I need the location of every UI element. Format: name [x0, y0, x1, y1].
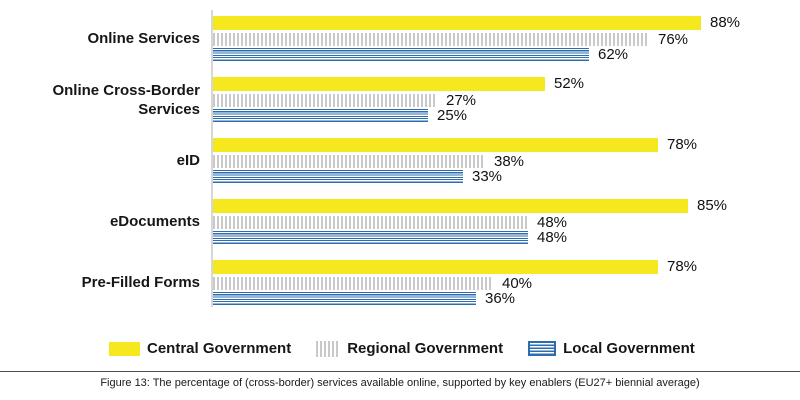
category-label-eid: eID — [176, 152, 200, 169]
legend-swatch-regional-government — [316, 340, 341, 357]
value-label-central-government-pre-filled-forms: 78% — [667, 258, 698, 275]
bar-local-government-edocuments — [213, 231, 528, 244]
legend-item-regional-government: Regional Government — [316, 340, 503, 357]
y-axis-line — [211, 10, 213, 307]
value-label-central-government-online-cross-border-services: 52% — [554, 75, 585, 92]
bar-regional-government-online-cross-border-services — [213, 94, 437, 107]
legend-label-local-government: Local Government — [563, 340, 695, 357]
category-label-online-services: Online Services — [87, 30, 200, 47]
value-label-local-government-eid: 33% — [472, 168, 503, 185]
category-label-edocuments: eDocuments — [109, 213, 200, 230]
bar-central-government-online-services — [213, 16, 701, 30]
bar-regional-government-pre-filled-forms — [213, 277, 493, 290]
bar-local-government-eid — [213, 170, 463, 183]
legend: Central Government Regional Government Loc… — [109, 340, 695, 357]
legend-item-central-government: Central Government — [109, 340, 291, 357]
value-label-central-government-online-services: 88% — [710, 14, 741, 31]
legend-swatch-central-government — [109, 341, 140, 356]
value-label-local-government-online-cross-border-services: 25% — [437, 107, 468, 124]
legend-label-regional-government: Regional Government — [347, 340, 504, 357]
figure-caption: Figure 13: The percentage of (cross-bord… — [100, 377, 700, 389]
bar-central-government-eid — [213, 138, 658, 152]
bar-local-government-online-cross-border-services — [213, 109, 428, 122]
bar-local-government-online-services — [213, 48, 589, 61]
bar-central-government-edocuments — [213, 199, 688, 213]
bar-local-government-pre-filled-forms — [213, 292, 476, 305]
value-label-regional-government-online-cross-border-services: 27% — [446, 92, 477, 109]
bar-regional-government-edocuments — [213, 216, 528, 229]
value-label-central-government-eid: 78% — [667, 136, 698, 153]
bar-regional-government-online-services — [213, 33, 649, 46]
value-label-regional-government-online-services: 76% — [658, 31, 689, 48]
category-label-online-cross-border-services: Online Cross-Border Services — [52, 81, 200, 118]
value-label-local-government-edocuments: 48% — [537, 229, 568, 246]
value-label-local-government-pre-filled-forms: 36% — [485, 290, 516, 307]
bar-regional-government-eid — [213, 155, 485, 168]
value-label-regional-government-pre-filled-forms: 40% — [502, 275, 533, 292]
legend-item-local-government: Local Government — [528, 340, 695, 357]
value-label-central-government-edocuments: 85% — [697, 197, 728, 214]
caption-divider — [0, 371, 800, 372]
bar-central-government-online-cross-border-services — [213, 77, 545, 91]
legend-label-central-government: Central Government — [147, 340, 292, 357]
value-label-regional-government-edocuments: 48% — [537, 214, 568, 231]
legend-swatch-local-government — [528, 341, 557, 356]
category-label-pre-filled-forms: Pre-Filled Forms — [81, 274, 200, 291]
value-label-regional-government-eid: 38% — [494, 153, 525, 170]
value-label-local-government-online-services: 62% — [598, 46, 629, 63]
bar-central-government-pre-filled-forms — [213, 260, 658, 274]
